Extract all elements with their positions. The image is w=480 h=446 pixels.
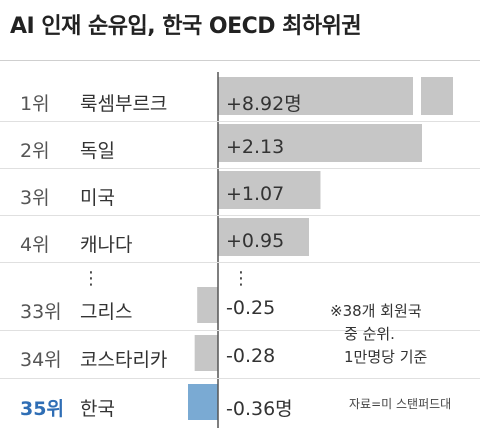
bar bbox=[218, 218, 309, 256]
country-label: 코스타리카 bbox=[80, 348, 168, 371]
rank-label: 2위 bbox=[20, 139, 50, 162]
ellipsis-mark: ⋮ bbox=[82, 268, 100, 289]
rank-label: 35위 bbox=[20, 397, 64, 420]
rank-label: 34위 bbox=[20, 348, 62, 371]
bar bbox=[188, 384, 218, 420]
country-label: 캐나다 bbox=[80, 233, 133, 256]
country-label: 그리스 bbox=[80, 300, 133, 323]
value-label: +0.95 bbox=[226, 229, 285, 252]
chart-title: AI 인재 순유입, 한국 OECD 최하위권 bbox=[10, 14, 362, 39]
bar-break-segment bbox=[421, 77, 453, 115]
row-divider bbox=[0, 215, 480, 216]
country-label: 독일 bbox=[80, 139, 115, 162]
value-label: +1.07 bbox=[226, 182, 285, 205]
source-credit: 자료=미 스탠퍼드대 bbox=[349, 397, 452, 411]
row-divider bbox=[0, 330, 480, 331]
value-label: +2.13 bbox=[226, 135, 285, 158]
footnote-line: 1만명당 기준 bbox=[344, 348, 428, 366]
row-divider bbox=[0, 121, 480, 122]
title-divider bbox=[0, 60, 480, 61]
value-label: -0.28 bbox=[226, 344, 276, 367]
row-divider bbox=[0, 378, 480, 379]
footnote-line: ※38개 회원국 bbox=[330, 302, 422, 320]
rank-label: 4위 bbox=[20, 233, 50, 256]
rank-label: 3위 bbox=[20, 186, 50, 209]
country-label: 한국 bbox=[80, 397, 115, 420]
row-divider bbox=[0, 262, 480, 263]
ellipsis-mark: ⋮ bbox=[232, 268, 250, 289]
country-label: 룩셈부르크 bbox=[80, 92, 168, 115]
value-label: +8.92명 bbox=[226, 92, 302, 115]
value-label: -0.25 bbox=[226, 296, 276, 319]
bar bbox=[218, 124, 422, 162]
row-divider bbox=[0, 168, 480, 169]
rank-label: 33위 bbox=[20, 300, 62, 323]
bar bbox=[218, 77, 413, 115]
value-label: -0.36명 bbox=[226, 397, 293, 420]
footnote: ※38개 회원국 중 순위. 1만명당 기준 bbox=[330, 300, 427, 369]
bar bbox=[218, 171, 321, 209]
footnote-line: 중 순위. bbox=[344, 325, 395, 343]
bar bbox=[197, 287, 218, 323]
bar bbox=[194, 335, 218, 371]
rank-label: 1위 bbox=[20, 92, 50, 115]
country-label: 미국 bbox=[80, 186, 115, 209]
